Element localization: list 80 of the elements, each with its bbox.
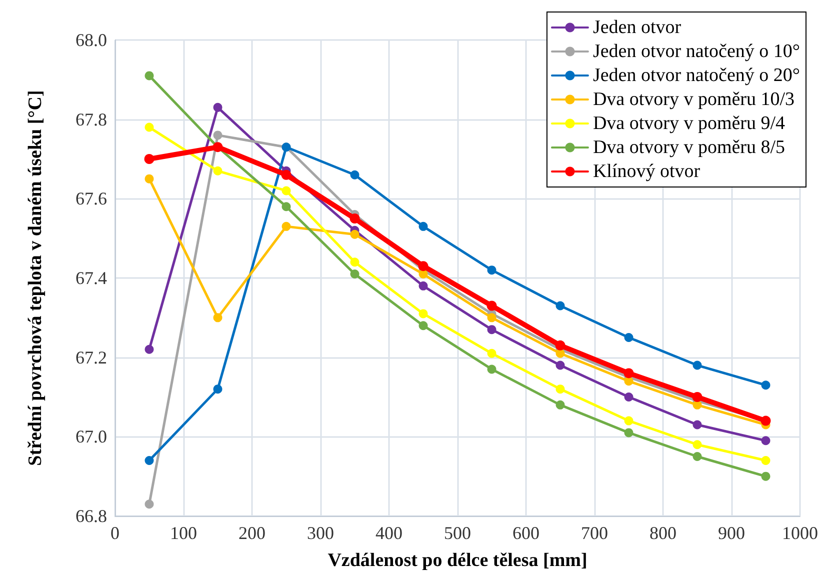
point — [487, 266, 496, 275]
point — [692, 360, 702, 370]
point — [555, 340, 566, 350]
y-tick-label: 67.4 — [76, 268, 107, 288]
x-tick-label: 700 — [581, 523, 608, 543]
point — [624, 416, 634, 426]
point — [624, 376, 634, 386]
y-tick-label: 67.8 — [76, 109, 107, 130]
point — [144, 500, 154, 509]
point — [282, 186, 291, 196]
point — [144, 122, 154, 132]
x-tick-label: 0 — [110, 523, 120, 543]
point — [556, 301, 565, 310]
point — [624, 392, 634, 402]
x-tick-label: 1000 — [782, 523, 818, 543]
point — [692, 452, 702, 461]
point — [761, 436, 770, 446]
point — [350, 230, 360, 239]
point — [556, 384, 565, 394]
point — [144, 344, 154, 354]
point — [144, 71, 154, 80]
point — [282, 202, 291, 212]
point — [624, 333, 634, 342]
point — [350, 258, 360, 267]
point — [486, 300, 497, 311]
point — [281, 170, 292, 180]
point — [418, 222, 428, 231]
point — [144, 174, 154, 184]
legend-label: Dva otvory v poměru 8/5 — [592, 137, 786, 158]
point — [487, 313, 496, 322]
legend-label: Jeden otvor natočený o 20° — [592, 65, 800, 86]
x-tick-label: 900 — [718, 523, 745, 543]
point — [213, 313, 222, 322]
point — [624, 368, 634, 378]
point — [761, 456, 770, 465]
point — [624, 428, 634, 438]
y-axis-title: Střední povrchová teplota v daném úseku [°C] — [25, 90, 46, 466]
legend-label: Jeden otvor — [592, 17, 682, 38]
point — [213, 166, 222, 176]
legend-label: Jeden otvor natočený o 10° — [592, 41, 800, 62]
point — [213, 384, 222, 394]
point — [418, 309, 428, 318]
y-tick-label: 66.8 — [76, 506, 107, 526]
x-tick-label: 200 — [238, 523, 266, 543]
point — [487, 364, 496, 374]
x-tick-label: 300 — [307, 523, 334, 543]
point — [350, 214, 360, 224]
x-tick-label: 500 — [444, 523, 471, 543]
point — [418, 281, 428, 290]
x-axis-title: Vzdálenost po délce tělesa [mm] — [328, 550, 588, 571]
y-tick-label: 68.0 — [76, 30, 107, 50]
point — [282, 222, 291, 231]
point — [556, 360, 565, 370]
point — [213, 130, 222, 140]
point — [213, 102, 222, 112]
point — [487, 325, 496, 334]
point — [692, 392, 702, 402]
point — [144, 456, 154, 465]
point — [556, 400, 565, 410]
y-tick-label: 67.0 — [76, 426, 107, 447]
point — [692, 400, 702, 410]
point — [761, 472, 770, 481]
point — [692, 420, 702, 430]
legend-label: Klínový otvor — [592, 161, 701, 182]
y-tick-label: 67.2 — [76, 347, 107, 368]
point — [761, 380, 770, 390]
legend-label: Dva otvory v poměru 10/3 — [592, 89, 795, 110]
point — [692, 440, 702, 450]
x-tick-label: 400 — [376, 523, 402, 543]
y-tick-label: 67.6 — [76, 188, 107, 209]
x-tick-label: 100 — [170, 523, 197, 543]
x-tick-label: 800 — [650, 523, 676, 543]
point — [350, 170, 360, 180]
point — [144, 154, 154, 164]
point — [487, 348, 496, 358]
legend-label: Dva otvory v poměru 9/4 — [592, 113, 786, 134]
point — [418, 261, 428, 272]
point — [418, 321, 428, 330]
x-tick-label: 600 — [512, 523, 540, 543]
point — [350, 270, 360, 279]
